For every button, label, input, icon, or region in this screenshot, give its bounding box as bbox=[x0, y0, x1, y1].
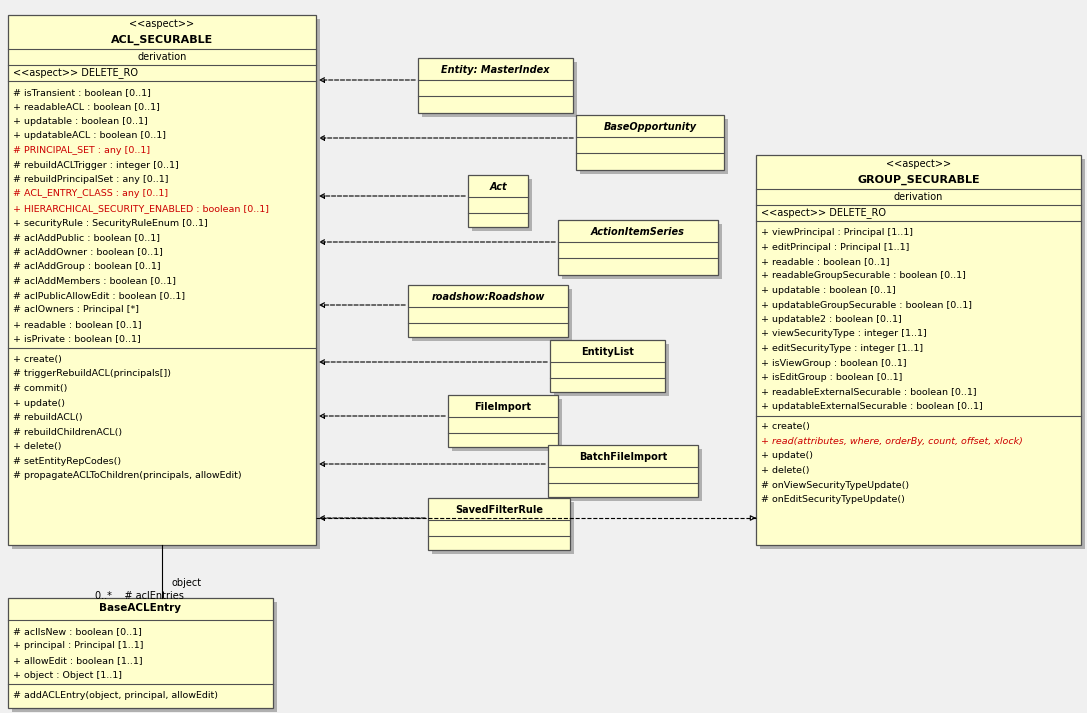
Text: # ACL_ENTRY_CLASS : any [0..1]: # ACL_ENTRY_CLASS : any [0..1] bbox=[13, 190, 168, 198]
Text: # addACLEntry(object, principal, allowEdit): # addACLEntry(object, principal, allowEd… bbox=[13, 691, 218, 700]
Text: SavedFilterRule: SavedFilterRule bbox=[455, 505, 544, 515]
Text: FileImport: FileImport bbox=[475, 402, 532, 412]
Text: # PRINCIPAL_SET : any [0..1]: # PRINCIPAL_SET : any [0..1] bbox=[13, 146, 150, 155]
Bar bbox=[558, 220, 719, 275]
Text: # commit(): # commit() bbox=[13, 384, 67, 393]
Text: BaseACLEntry: BaseACLEntry bbox=[100, 603, 182, 613]
Text: + principal : Principal [1..1]: + principal : Principal [1..1] bbox=[13, 642, 143, 650]
Text: object: object bbox=[172, 578, 202, 588]
Bar bbox=[472, 179, 532, 231]
Text: # propagateACLToChildren(principals, allowEdit): # propagateACLToChildren(principals, all… bbox=[13, 471, 241, 480]
Text: + updatableGroupSecurable : boolean [0..1]: + updatableGroupSecurable : boolean [0..… bbox=[761, 300, 972, 309]
Text: <<aspect>> DELETE_RO: <<aspect>> DELETE_RO bbox=[13, 68, 138, 78]
Text: + HIERARCHICAL_SECURITY_ENABLED : boolean [0..1]: + HIERARCHICAL_SECURITY_ENABLED : boolea… bbox=[13, 204, 268, 213]
Text: # aclOwners : Principal [*]: # aclOwners : Principal [*] bbox=[13, 305, 139, 314]
Text: + editSecurityType : integer [1..1]: + editSecurityType : integer [1..1] bbox=[761, 344, 923, 353]
Text: + update(): + update() bbox=[13, 399, 65, 408]
Text: + readable : boolean [0..1]: + readable : boolean [0..1] bbox=[13, 320, 141, 329]
Text: EntityList: EntityList bbox=[582, 347, 634, 357]
Text: + updatableExternalSecurable : boolean [0..1]: + updatableExternalSecurable : boolean [… bbox=[761, 402, 983, 411]
Text: # isTransient : boolean [0..1]: # isTransient : boolean [0..1] bbox=[13, 88, 151, 97]
Text: # aclAddPublic : boolean [0..1]: # aclAddPublic : boolean [0..1] bbox=[13, 233, 160, 242]
Bar bbox=[8, 598, 273, 708]
Bar bbox=[554, 344, 669, 396]
Text: # onEditSecurityTypeUpdate(): # onEditSecurityTypeUpdate() bbox=[761, 495, 904, 504]
Text: + isPrivate : boolean [0..1]: + isPrivate : boolean [0..1] bbox=[13, 334, 140, 344]
Text: # aclAddGroup : boolean [0..1]: # aclAddGroup : boolean [0..1] bbox=[13, 262, 161, 271]
Text: # aclIsNew : boolean [0..1]: # aclIsNew : boolean [0..1] bbox=[13, 627, 142, 636]
Text: # aclAddOwner : boolean [0..1]: # aclAddOwner : boolean [0..1] bbox=[13, 247, 163, 257]
Text: # onViewSecurityTypeUpdate(): # onViewSecurityTypeUpdate() bbox=[761, 481, 909, 490]
Text: # rebuildChildrenACL(): # rebuildChildrenACL() bbox=[13, 428, 122, 436]
Bar bbox=[576, 115, 724, 170]
Bar bbox=[548, 445, 698, 497]
Text: # aclAddMembers : boolean [0..1]: # aclAddMembers : boolean [0..1] bbox=[13, 277, 176, 285]
Bar bbox=[552, 449, 702, 501]
Bar bbox=[760, 159, 1085, 549]
Text: derivation: derivation bbox=[894, 192, 944, 202]
Text: derivation: derivation bbox=[137, 52, 187, 62]
Bar bbox=[418, 58, 573, 113]
Text: roadshow:Roadshow: roadshow:Roadshow bbox=[432, 292, 545, 302]
Text: + readableGroupSecurable : boolean [0..1]: + readableGroupSecurable : boolean [0..1… bbox=[761, 272, 966, 280]
Text: + isViewGroup : boolean [0..1]: + isViewGroup : boolean [0..1] bbox=[761, 359, 907, 367]
Bar bbox=[755, 155, 1080, 545]
Text: # aclPublicAllowEdit : boolean [0..1]: # aclPublicAllowEdit : boolean [0..1] bbox=[13, 291, 185, 300]
Text: # rebuildACL(): # rebuildACL() bbox=[13, 413, 83, 422]
Text: + viewPrincipal : Principal [1..1]: + viewPrincipal : Principal [1..1] bbox=[761, 228, 913, 237]
Text: + updatable2 : boolean [0..1]: + updatable2 : boolean [0..1] bbox=[761, 315, 902, 324]
Bar bbox=[550, 340, 665, 392]
Bar bbox=[580, 119, 728, 174]
Text: 0..*    # aclEntries: 0..* # aclEntries bbox=[95, 591, 184, 601]
Text: <<aspect>>: <<aspect>> bbox=[129, 19, 195, 29]
Text: ACL_SECURABLE: ACL_SECURABLE bbox=[111, 35, 213, 45]
Bar bbox=[422, 62, 577, 117]
Text: + updatable : boolean [0..1]: + updatable : boolean [0..1] bbox=[761, 286, 896, 295]
Text: # triggerRebuildACL(principals[]): # triggerRebuildACL(principals[]) bbox=[13, 369, 171, 379]
Text: ActionItemSeries: ActionItemSeries bbox=[591, 227, 685, 237]
Text: + delete(): + delete() bbox=[13, 442, 62, 451]
Text: Act: Act bbox=[489, 182, 507, 192]
Text: # setEntityRepCodes(): # setEntityRepCodes() bbox=[13, 456, 121, 466]
Text: + read(attributes, where, orderBy, count, offset, xlock): + read(attributes, where, orderBy, count… bbox=[761, 437, 1023, 446]
Text: BatchFileImport: BatchFileImport bbox=[579, 452, 667, 462]
Text: + updatable : boolean [0..1]: + updatable : boolean [0..1] bbox=[13, 117, 148, 126]
Text: + readable : boolean [0..1]: + readable : boolean [0..1] bbox=[761, 257, 889, 266]
Text: + create(): + create() bbox=[13, 355, 62, 364]
Text: + create(): + create() bbox=[761, 423, 810, 431]
Bar bbox=[412, 289, 572, 341]
Text: <<aspect>> DELETE_RO: <<aspect>> DELETE_RO bbox=[761, 207, 886, 218]
Text: + viewSecurityType : integer [1..1]: + viewSecurityType : integer [1..1] bbox=[761, 329, 927, 339]
Text: + isEditGroup : boolean [0..1]: + isEditGroup : boolean [0..1] bbox=[761, 373, 902, 382]
Text: + securityRule : SecurityRuleEnum [0..1]: + securityRule : SecurityRuleEnum [0..1] bbox=[13, 218, 208, 227]
Bar bbox=[452, 399, 562, 451]
Bar bbox=[8, 15, 316, 545]
Text: # rebuildACLTrigger : integer [0..1]: # rebuildACLTrigger : integer [0..1] bbox=[13, 160, 178, 170]
Bar bbox=[562, 224, 722, 279]
Bar bbox=[12, 19, 320, 549]
Bar bbox=[432, 502, 574, 554]
Text: GROUP_SECURABLE: GROUP_SECURABLE bbox=[858, 175, 979, 185]
Text: BaseOpportunity: BaseOpportunity bbox=[603, 122, 697, 132]
Text: + readableExternalSecurable : boolean [0..1]: + readableExternalSecurable : boolean [0… bbox=[761, 387, 976, 396]
Text: + allowEdit : boolean [1..1]: + allowEdit : boolean [1..1] bbox=[13, 656, 142, 665]
Bar bbox=[12, 602, 277, 712]
Text: + updatableACL : boolean [0..1]: + updatableACL : boolean [0..1] bbox=[13, 131, 166, 140]
Bar bbox=[428, 498, 570, 550]
Bar bbox=[408, 285, 569, 337]
Text: <<aspect>>: <<aspect>> bbox=[886, 159, 951, 169]
Text: + readableACL : boolean [0..1]: + readableACL : boolean [0..1] bbox=[13, 103, 160, 111]
Text: # rebuildPrincipalSet : any [0..1]: # rebuildPrincipalSet : any [0..1] bbox=[13, 175, 168, 184]
Text: + update(): + update() bbox=[761, 451, 813, 461]
Bar bbox=[468, 175, 528, 227]
Text: + delete(): + delete() bbox=[761, 466, 810, 475]
Bar bbox=[448, 395, 558, 447]
Text: + editPrincipal : Principal [1..1]: + editPrincipal : Principal [1..1] bbox=[761, 242, 910, 252]
Text: + object : Object [1..1]: + object : Object [1..1] bbox=[13, 670, 122, 679]
Text: Entity: MasterIndex: Entity: MasterIndex bbox=[441, 65, 550, 75]
